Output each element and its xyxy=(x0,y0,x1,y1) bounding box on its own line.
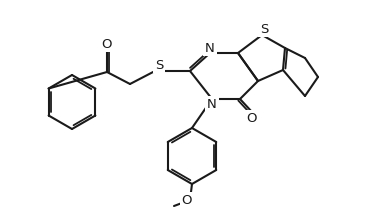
Text: S: S xyxy=(260,22,268,35)
Text: O: O xyxy=(102,37,112,51)
Text: S: S xyxy=(155,59,163,72)
Text: O: O xyxy=(247,112,257,125)
Text: N: N xyxy=(205,42,215,55)
Text: O: O xyxy=(182,194,192,207)
Text: N: N xyxy=(207,97,217,110)
